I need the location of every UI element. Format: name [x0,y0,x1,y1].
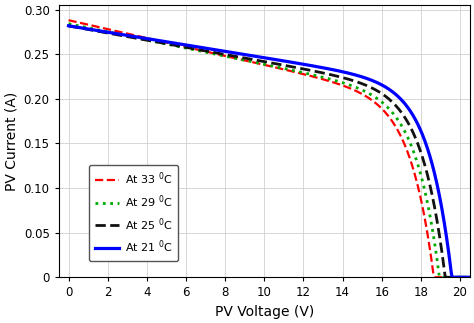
X-axis label: PV Voltage (V): PV Voltage (V) [215,305,314,319]
Legend: At 33 $^{0}$C, At 29 $^{0}$C, At 25 $^{0}$C, At 21 $^{0}$C: At 33 $^{0}$C, At 29 $^{0}$C, At 25 $^{0… [89,165,178,261]
Y-axis label: PV Current (A): PV Current (A) [4,91,18,191]
